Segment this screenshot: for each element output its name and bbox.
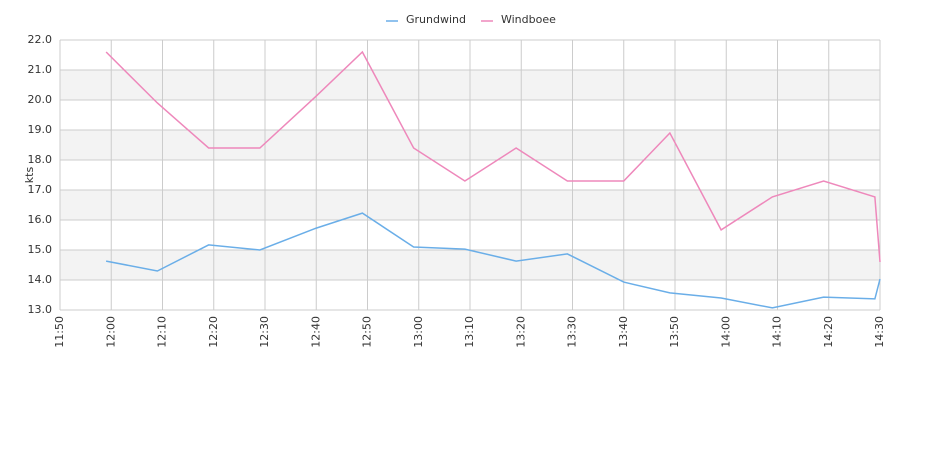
x-tick-label: 14:00	[719, 316, 732, 348]
x-tick-label: 13:20	[514, 316, 527, 348]
y-tick-label: 16.0	[28, 213, 53, 226]
y-tick-label: 17.0	[28, 183, 53, 196]
series-line	[105, 212, 881, 309]
y-tick-label: 20.0	[28, 93, 53, 106]
y-tick-label: 21.0	[28, 63, 53, 76]
x-tick-label: 12:20	[207, 316, 220, 348]
legend-label: Windboee	[501, 13, 556, 26]
series-line	[105, 50, 881, 263]
y-tick-label: 14.0	[28, 273, 53, 286]
x-tick-label: 13:50	[668, 316, 681, 348]
legend-label: Grundwind	[406, 13, 466, 26]
y-tick-label: 22.0	[28, 33, 53, 46]
x-tick-label: 12:00	[104, 316, 117, 348]
y-tick-label: 15.0	[28, 243, 53, 256]
x-tick-label: 12:50	[361, 316, 374, 348]
y-axis-label: kts	[23, 167, 36, 184]
x-tick-label: 12:10	[156, 316, 169, 348]
y-tick-label: 18.0	[28, 153, 53, 166]
x-tick-label: 12:40	[309, 316, 322, 348]
y-tick-label: 19.0	[28, 123, 53, 136]
x-tick-label: 14:10	[771, 316, 784, 348]
x-tick-label: 14:30	[873, 316, 886, 348]
x-tick-label: 12:30	[258, 316, 271, 348]
x-tick-label: 14:20	[822, 316, 835, 348]
x-tick-label: 11:50	[53, 316, 66, 348]
x-tick-label: 13:40	[617, 316, 630, 348]
x-tick-label: 13:30	[566, 316, 579, 348]
x-tick-label: 13:00	[412, 316, 425, 348]
x-tick-label: 13:10	[463, 316, 476, 348]
y-tick-label: 13.0	[28, 303, 53, 316]
